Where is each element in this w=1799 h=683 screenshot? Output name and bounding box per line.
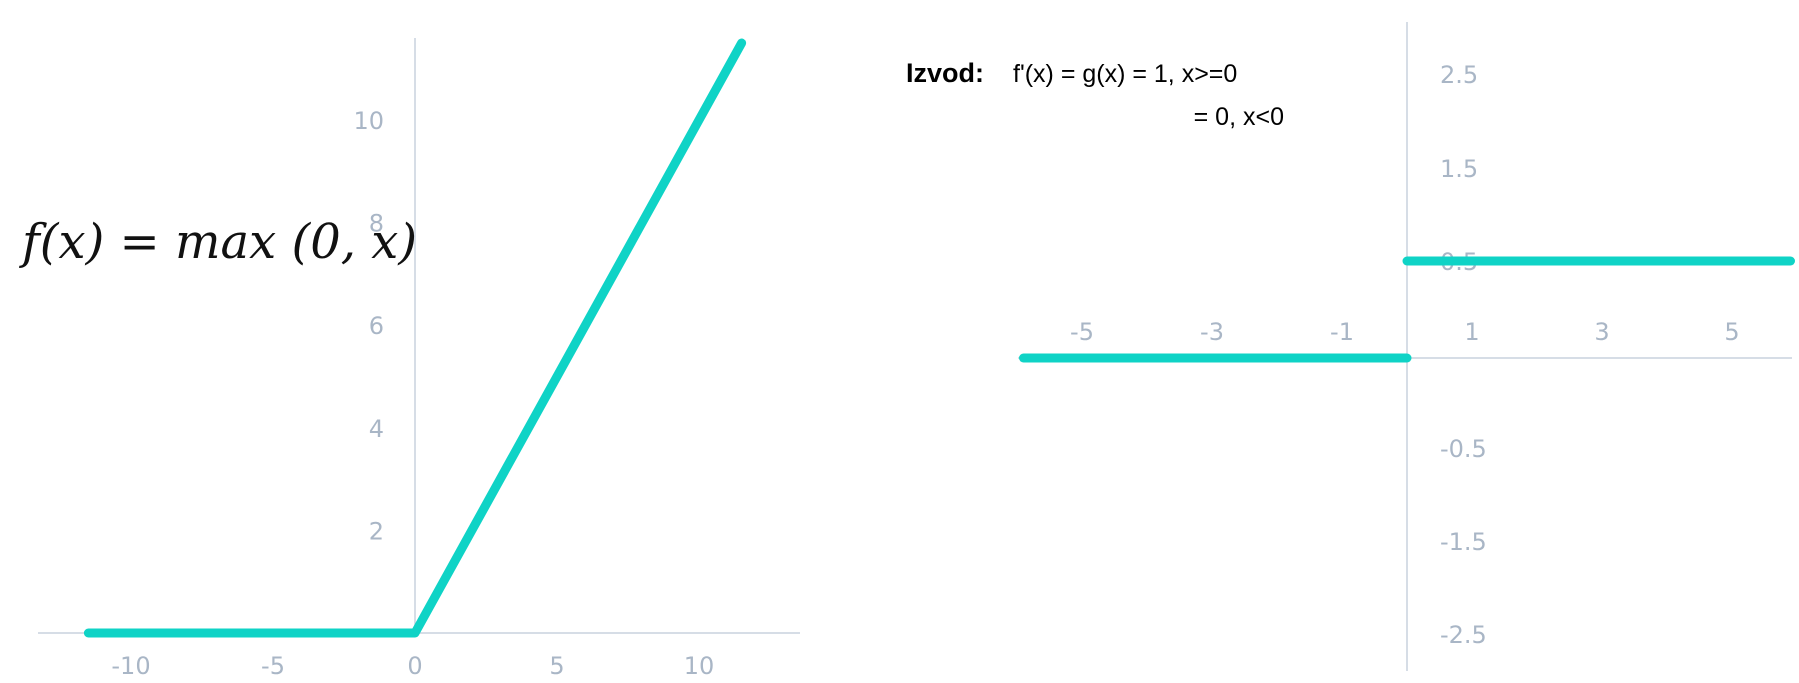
left-x-tick-label: 5 [549,652,564,680]
right-y-tick-label: -2.5 [1440,621,1487,649]
right-y-tick-label: -0.5 [1440,435,1487,463]
left-y-tick-label: 2 [369,517,384,545]
left-y-tick-labels: 2 4 6 8 10 [353,107,384,545]
left-y-tick-label: 10 [353,107,384,135]
derivative-formula-line1: f'(x) = g(x) = 1, x>=0 [1013,60,1237,88]
right-y-tick-label: -1.5 [1440,528,1487,556]
right-x-tick-label: -5 [1070,318,1094,346]
left-x-tick-label: -5 [261,652,285,680]
right-x-tick-label: -1 [1330,318,1354,346]
relu-series-line [83,38,747,638]
relu-derivative-chart: -5 -3 -1 1 3 5 2.51.50.5-0.5-1.5-2.5 Izvod: f… [906,22,1795,671]
right-x-tick-label: 1 [1464,318,1479,346]
relu-formula: f(x) = max (0, x) [19,214,417,270]
left-x-tick-labels: -10 -5 0 5 10 [111,652,714,680]
derivative-formula-line2: = 0, x<0 [1194,103,1284,131]
left-x-tick-label: 0 [407,652,422,680]
right-y-tick-labels: 2.51.50.5-0.5-1.5-2.5 [1440,61,1487,649]
right-x-tick-label: 3 [1594,318,1609,346]
izvod-label: Izvod: [906,58,984,88]
left-y-tick-label: 4 [369,415,384,443]
left-y-tick-label: 8 [369,210,384,238]
right-x-tick-labels: -5 -3 -1 1 3 5 [1070,318,1740,346]
right-x-tick-label: -3 [1200,318,1224,346]
derivative-series-lines [1019,256,1795,363]
left-x-tick-label: -10 [111,652,150,680]
right-x-tick-label: 5 [1724,318,1739,346]
right-y-tick-label: 1.5 [1440,155,1478,183]
right-y-tick-label: 2.5 [1440,61,1478,89]
left-y-tick-label: 6 [369,312,384,340]
left-x-tick-label: 10 [684,652,715,680]
relu-chart: -10 -5 0 5 10 2 4 6 8 10 f(x) = max (0, x) [19,38,800,680]
